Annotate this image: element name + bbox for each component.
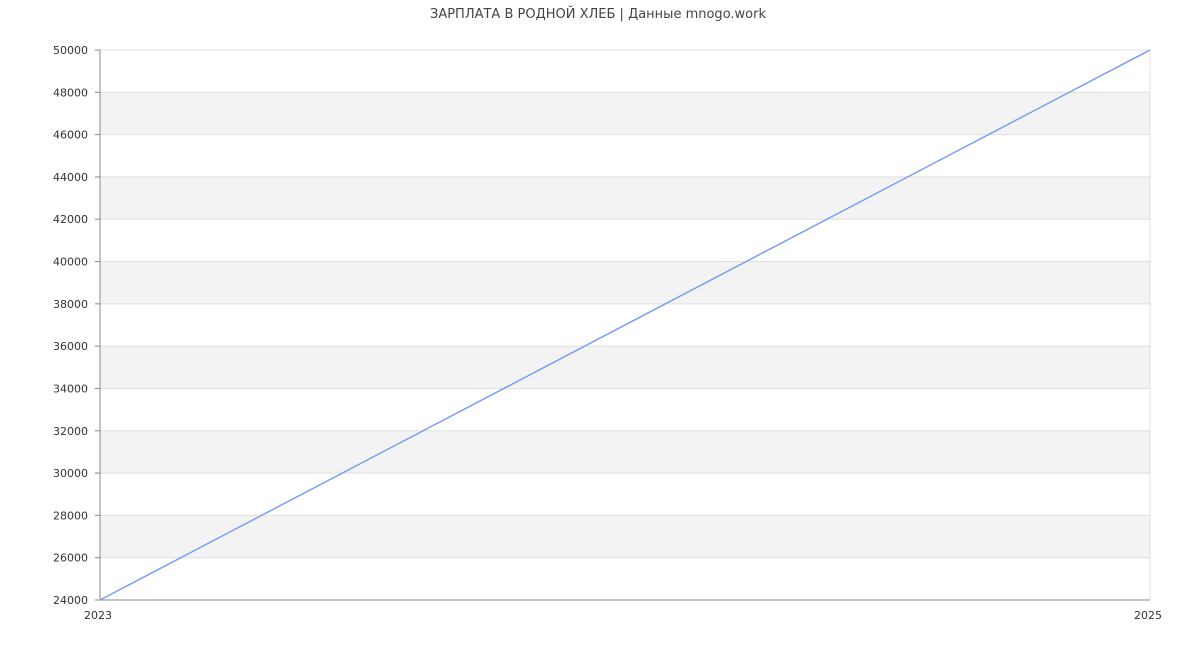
y-tick-label: 48000 [53,86,88,99]
y-tick-label: 42000 [53,213,88,226]
y-tick-label: 40000 [53,256,88,269]
y-tick-label: 32000 [53,425,88,438]
grid-band [100,430,1150,474]
y-tick-label: 38000 [53,298,88,311]
grid-band [100,515,1150,558]
y-tick-label: 24000 [53,594,88,607]
chart-title: ЗАРПЛАТА В РОДНОЙ ХЛЕБ | Данные mnogo.wo… [430,6,766,22]
x-tick-label: 2025 [1134,609,1162,622]
grid-band [100,176,1150,220]
grid-band [100,261,1150,304]
grid-band [100,346,1150,389]
y-tick-label: 34000 [53,382,88,395]
series-line [99,49,1151,601]
y-tick-label: 50000 [53,44,88,57]
y-tick-label: 44000 [53,171,88,184]
y-tick-label: 26000 [53,552,88,565]
y-tick-label: 28000 [53,509,88,522]
y-tick-label: 30000 [53,467,88,480]
y-tick-label: 46000 [53,129,88,142]
x-tick-label: 2023 [84,609,112,622]
y-tick-label: 36000 [53,340,88,353]
grid-band [100,92,1150,135]
